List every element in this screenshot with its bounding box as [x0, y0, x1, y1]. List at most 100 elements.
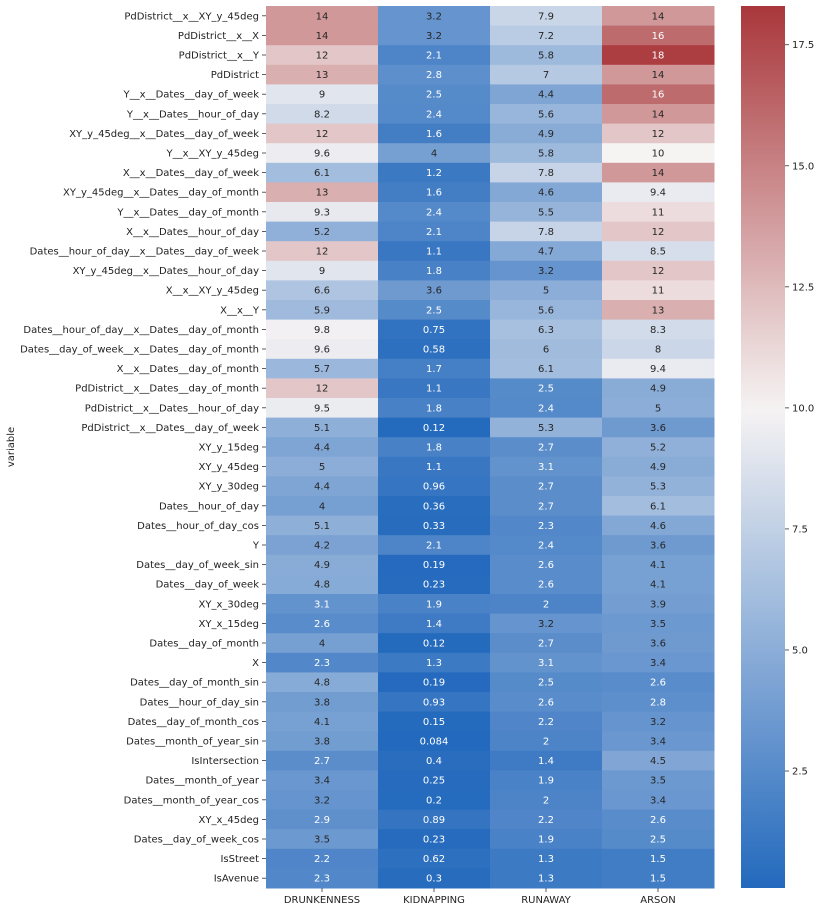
cell-value-label: 1.1	[426, 462, 442, 473]
cell-value-label: 2.7	[538, 443, 554, 454]
row-label: XY_y_45deg__x__Dates__hour_of_day	[73, 266, 259, 277]
heatmap-cell	[602, 574, 715, 595]
row-label: Dates__hour_of_day__x__Dates__day_of_mon…	[23, 325, 259, 336]
colorbar-tick-label: 7.5	[792, 524, 808, 535]
cell-value-label: 1.5	[650, 854, 666, 865]
heatmap-cell	[378, 594, 491, 615]
heatmap-cell	[378, 123, 491, 144]
heatmap-cell	[378, 182, 491, 203]
heatmap-cell	[602, 476, 715, 497]
heatmap-cell	[378, 633, 491, 654]
cell-value-label: 5	[543, 286, 549, 297]
cell-value-label: 4.1	[314, 717, 330, 728]
heatmap-cell	[490, 652, 603, 673]
heatmap-cell	[266, 378, 379, 399]
cell-value-label: 4.8	[314, 580, 330, 591]
cell-value-label: 6.6	[314, 286, 330, 297]
cell-value-label: 4.6	[650, 521, 666, 532]
heatmap-cell	[602, 45, 715, 66]
cell-value-label: 0.23	[423, 835, 445, 846]
cell-value-label: 2.7	[538, 501, 554, 512]
cell-value-label: 1.4	[538, 756, 554, 767]
row-label: PdDistrict__x__Dates__hour_of_day	[85, 403, 259, 414]
cell-value-label: 2.6	[314, 619, 330, 630]
cell-value-label: 4.4	[314, 443, 330, 454]
heatmap-cell	[602, 143, 715, 164]
cell-value-label: 3.5	[650, 776, 666, 787]
cell-value-label: 9.8	[314, 325, 330, 336]
cell-value-label: 2.5	[426, 90, 442, 101]
cell-value-label: 2.5	[650, 835, 666, 846]
cell-value-label: 0.33	[423, 521, 445, 532]
heatmap-cell	[490, 613, 603, 634]
cell-value-label: 2.6	[650, 815, 666, 826]
cell-value-label: 2.9	[314, 815, 330, 826]
heatmap-cell	[490, 515, 603, 536]
cell-value-label: 7	[543, 70, 549, 81]
cell-value-label: 1.9	[538, 776, 554, 787]
cell-value-label: 7.8	[538, 168, 554, 179]
cell-value-label: 0.75	[423, 325, 445, 336]
row-label: Y__x__Dates__hour_of_day	[126, 109, 259, 120]
cell-value-label: 7.8	[538, 227, 554, 238]
heatmap-cell	[602, 398, 715, 419]
row-label: PdDistrict__x__Dates__day_of_month	[75, 384, 259, 395]
heatmap-cell	[490, 554, 603, 575]
row-label: X	[252, 658, 259, 669]
cell-value-label: 4.5	[650, 756, 666, 767]
heatmap-cell	[490, 84, 603, 105]
heatmap-cell	[266, 731, 379, 752]
heatmap-cell	[490, 319, 603, 340]
cell-value-label: 1.8	[426, 403, 442, 414]
cell-value-label: 3.4	[650, 795, 666, 806]
row-label: Y__x__XY_y_45deg	[166, 149, 259, 160]
cell-value-label: 5.8	[538, 51, 554, 62]
cell-value-label: 9.6	[314, 345, 330, 356]
row-label: Dates__month_of_year	[145, 776, 259, 787]
cell-value-label: 2.6	[538, 580, 554, 591]
cell-value-label: 0.2	[426, 795, 442, 806]
cell-value-label: 0.25	[423, 776, 445, 787]
row-label: PdDistrict__x__X	[178, 31, 259, 42]
heatmap-cell	[602, 182, 715, 203]
cell-value-label: 2	[543, 599, 549, 610]
heatmap-cell	[378, 260, 491, 281]
heatmap-cell	[266, 672, 379, 693]
row-label: Dates__hour_of_day_cos	[137, 521, 259, 532]
heatmap-cell	[266, 711, 379, 732]
column-label: RUNAWAY	[521, 895, 571, 906]
colorbar-tick-label: 5.0	[792, 645, 808, 656]
heatmap-cell	[266, 162, 379, 183]
heatmap-cell	[602, 202, 715, 223]
heatmap-cell	[266, 809, 379, 830]
colorbar-tick-label: 15.0	[792, 161, 814, 172]
heatmap-cell	[490, 692, 603, 713]
heatmap-cell	[490, 64, 603, 85]
heatmap-cell	[378, 202, 491, 223]
column-label: ARSON	[640, 895, 676, 906]
heatmap-cell	[378, 652, 491, 673]
cell-value-label: 3.2	[538, 266, 554, 277]
row-label: Dates__hour_of_day	[159, 501, 259, 512]
cell-value-label: 16	[652, 90, 665, 101]
heatmap-cell	[378, 456, 491, 477]
cell-value-label: 4.7	[538, 247, 554, 258]
heatmap-cell	[490, 6, 603, 27]
cell-value-label: 0.93	[423, 697, 445, 708]
cell-value-label: 1.2	[426, 168, 442, 179]
heatmap-cell	[602, 594, 715, 615]
row-label: X__x__Dates__day_of_week	[123, 168, 259, 179]
row-label: PdDistrict__x__XY_y_45deg	[124, 11, 259, 22]
heatmap-cell	[490, 378, 603, 399]
cell-value-label: 6.3	[538, 325, 554, 336]
heatmap-cell	[602, 123, 715, 144]
cell-value-label: 1.8	[426, 266, 442, 277]
heatmap-cell	[490, 241, 603, 262]
cell-value-label: 7.2	[538, 31, 554, 42]
cell-value-label: 0.12	[423, 423, 445, 434]
heatmap-cell	[602, 750, 715, 771]
y-axis-label: variable	[6, 427, 17, 467]
row-label: Dates__day_of_month_sin	[130, 678, 259, 689]
cell-value-label: 2.7	[538, 639, 554, 650]
heatmap-cell	[266, 202, 379, 223]
